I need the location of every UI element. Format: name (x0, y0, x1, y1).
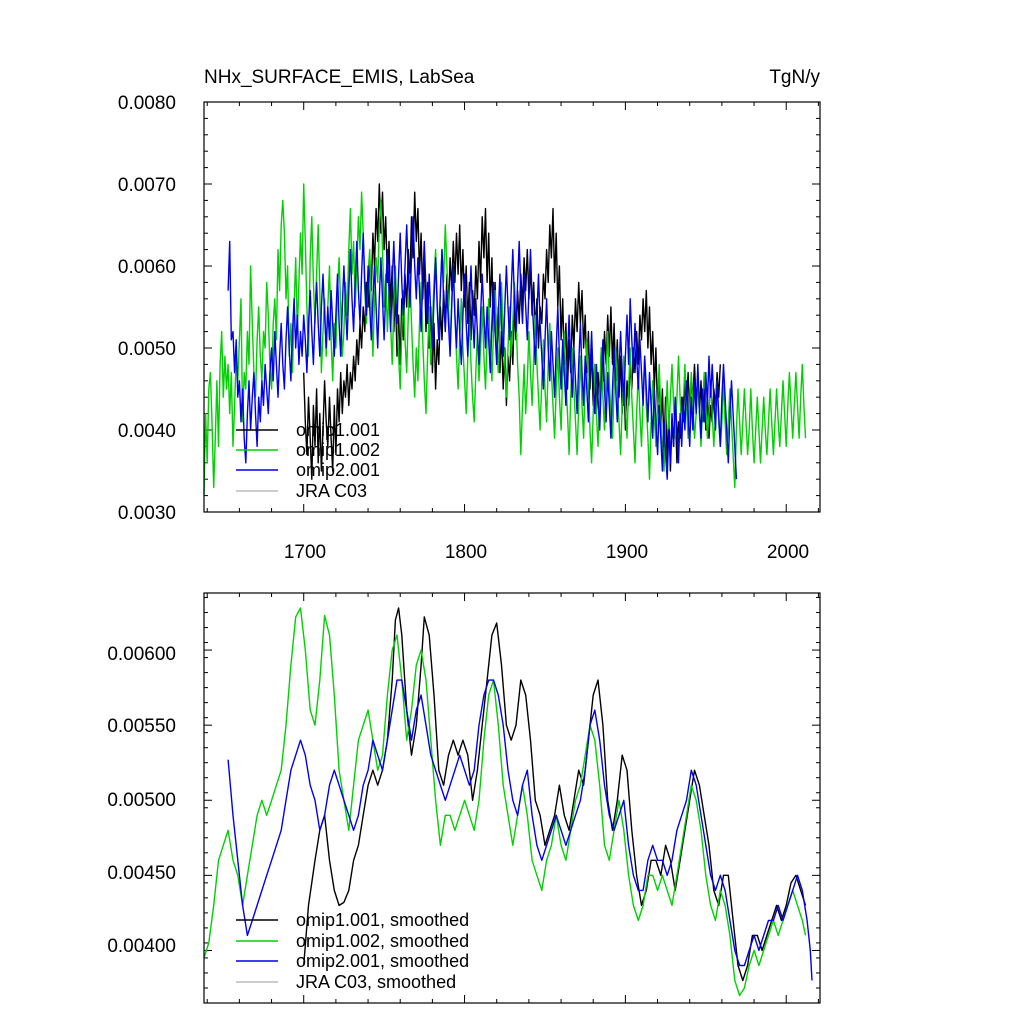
legend-label-jra-c03-smoothed: JRA C03, smoothed (296, 972, 456, 992)
bottom-series-omip2-001-smoothed (227, 679, 813, 981)
bottom-legend: omip1.001, smoothed omip1.002, smoothed … (236, 910, 469, 992)
bottom-series-omip1-001-smoothed (303, 607, 807, 982)
top-chart-units: TgN/y (769, 67, 820, 88)
legend-label-omip1-002: omip1.002 (296, 440, 380, 460)
bottom-y-tick-label: 0.00450 (107, 863, 176, 884)
bottom-y-tick-label: 0.00600 (107, 644, 176, 665)
legend-label-omip2-001: omip2.001 (296, 460, 380, 480)
top-plot-frame (203, 101, 821, 513)
bottom-series-omip1-002-smoothed (203, 607, 807, 997)
top-x-tick-label: 2000 (767, 542, 809, 563)
top-y-tick-label: 0.0080 (118, 93, 176, 114)
top-y-tick-label: 0.0030 (118, 503, 176, 524)
bottom-plot-area (203, 592, 821, 1004)
legend-label-omip1-001: omip1.001 (296, 420, 380, 440)
legend-label-jra-c03: JRA C03 (296, 481, 367, 501)
top-y-tick-labels: 0.0030 0.0040 0.0050 0.0060 0.0070 0.008… (118, 93, 176, 524)
bottom-ticks (204, 593, 820, 1004)
bottom-y-tick-label: 0.00500 (107, 790, 176, 811)
bottom-plot-frame (203, 592, 821, 1004)
top-series-omip1-002 (203, 183, 807, 496)
bottom-panel: 0.00400 0.00450 0.00500 0.00550 0.00600 … (107, 592, 821, 1004)
legend-label-omip1-001-smoothed: omip1.001, smoothed (296, 910, 469, 930)
top-chart-title: NHx_SURFACE_EMIS, LabSea (204, 67, 475, 88)
top-y-tick-label: 0.0040 (118, 421, 176, 442)
top-legend: omip1.001 omip1.002 omip2.001 JRA C03 (236, 420, 380, 501)
top-x-tick-label: 1700 (284, 542, 326, 563)
bottom-y-tick-label: 0.00550 (107, 716, 176, 737)
top-x-tick-label: 1800 (445, 542, 487, 563)
legend-label-omip1-002-smoothed: omip1.002, smoothed (296, 931, 469, 951)
top-y-tick-label: 0.0050 (118, 339, 176, 360)
top-x-tick-labels: 1700 1800 1900 2000 (284, 542, 809, 563)
bottom-y-tick-labels: 0.00400 0.00450 0.00500 0.00550 0.00600 (107, 644, 176, 957)
top-y-tick-label: 0.0070 (118, 175, 176, 196)
top-panel: NHx_SURFACE_EMIS, LabSea TgN/y 0.0030 0.… (118, 67, 821, 563)
bottom-series (203, 607, 813, 997)
legend-label-omip2-001-smoothed: omip2.001, smoothed (296, 951, 469, 971)
bottom-y-tick-label: 0.00400 (107, 936, 176, 957)
top-series-omip2-001 (227, 216, 738, 480)
top-series (203, 183, 807, 496)
top-y-tick-label: 0.0060 (118, 257, 176, 278)
top-x-tick-label: 1900 (606, 542, 648, 563)
top-plot-area (203, 101, 821, 513)
